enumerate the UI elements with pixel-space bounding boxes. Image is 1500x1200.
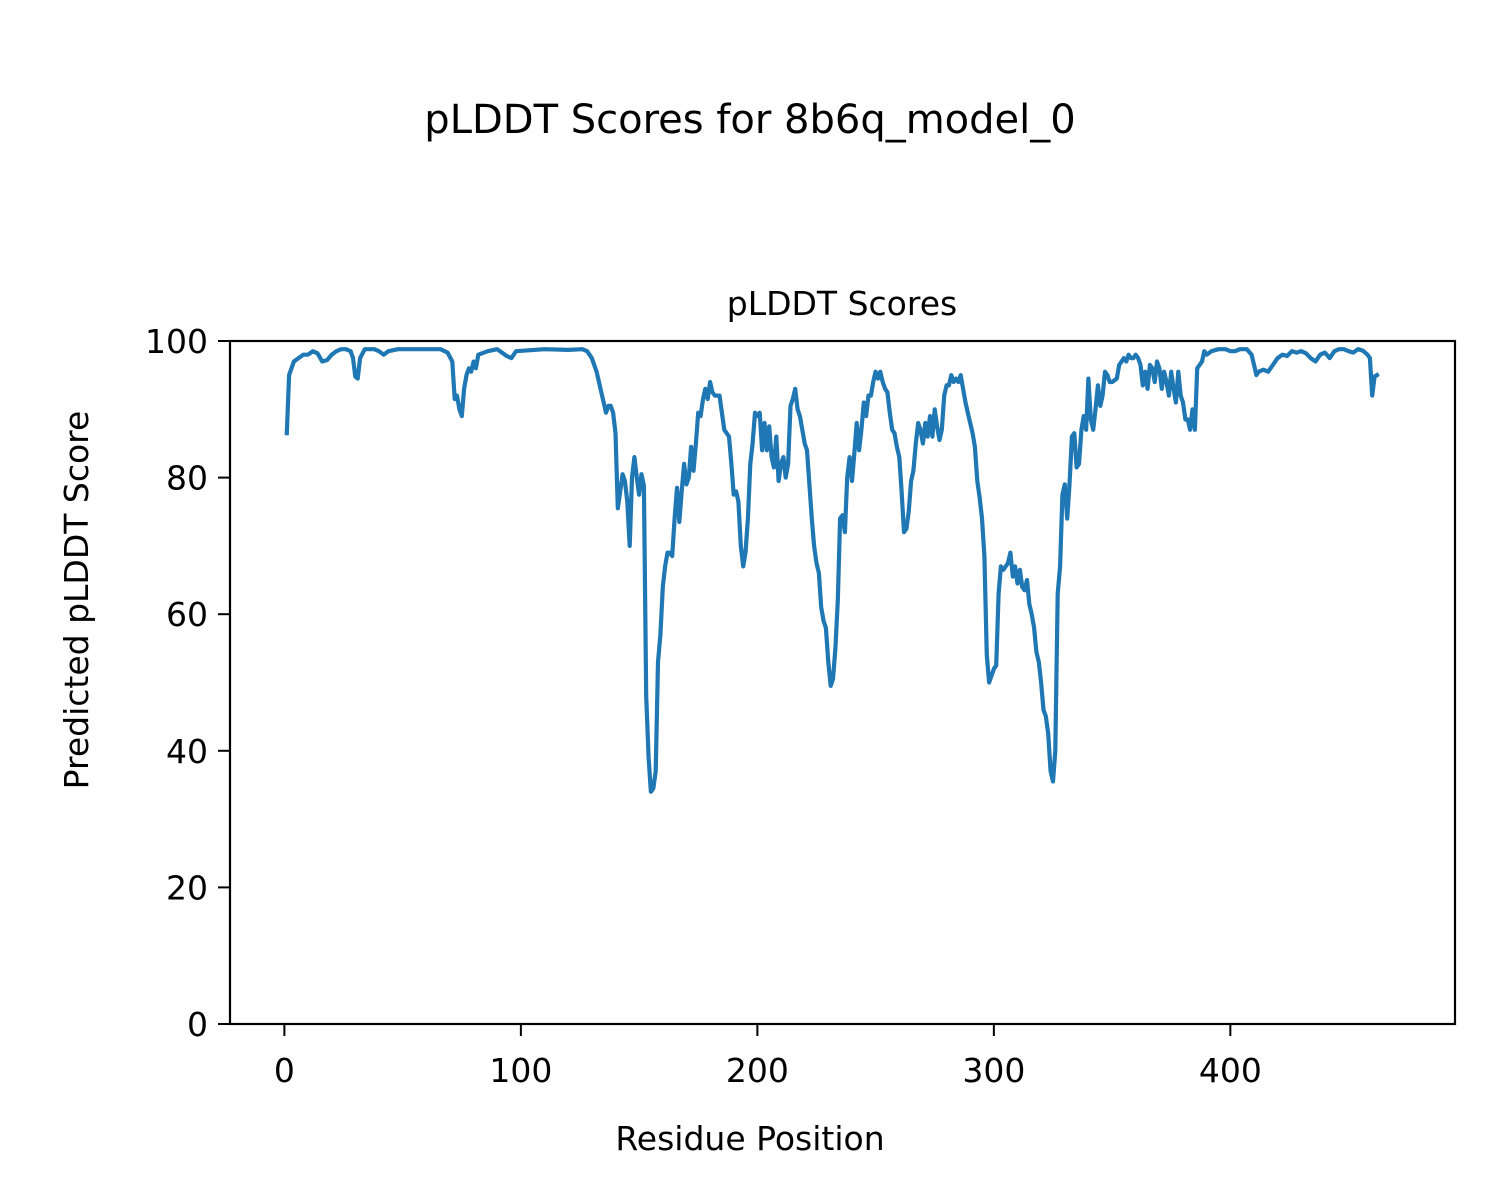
y-axis-ticks: 0 20 40 60 80 100 bbox=[145, 322, 230, 1044]
figure-title: pLDDT Scores for 8b6q_model_0 bbox=[424, 97, 1075, 143]
y-tick-label: 40 bbox=[166, 732, 208, 771]
y-tick-label: 80 bbox=[166, 459, 208, 498]
y-tick-label: 20 bbox=[166, 868, 208, 907]
y-tick-label: 0 bbox=[187, 1005, 208, 1044]
axes-title: pLDDT Scores bbox=[727, 284, 957, 323]
x-tick-label: 100 bbox=[489, 1051, 552, 1090]
x-tick-label: 400 bbox=[1199, 1051, 1262, 1090]
x-axis-ticks: 0 100 200 300 400 bbox=[274, 1024, 1262, 1090]
x-tick-label: 200 bbox=[726, 1051, 789, 1090]
axes-frame bbox=[228, 339, 1457, 1026]
plot-area bbox=[228, 339, 1457, 1026]
y-tick-label: 60 bbox=[166, 595, 208, 634]
x-tick-label: 300 bbox=[962, 1051, 1025, 1090]
plot-background bbox=[230, 341, 1455, 1024]
x-tick-label: 0 bbox=[274, 1051, 295, 1090]
y-axis-label: Predicted pLDDT Score bbox=[57, 411, 96, 790]
plddt-series-line bbox=[284, 347, 1380, 794]
x-axis-label: Residue Position bbox=[615, 1119, 884, 1158]
y-tick-label: 100 bbox=[145, 322, 208, 361]
